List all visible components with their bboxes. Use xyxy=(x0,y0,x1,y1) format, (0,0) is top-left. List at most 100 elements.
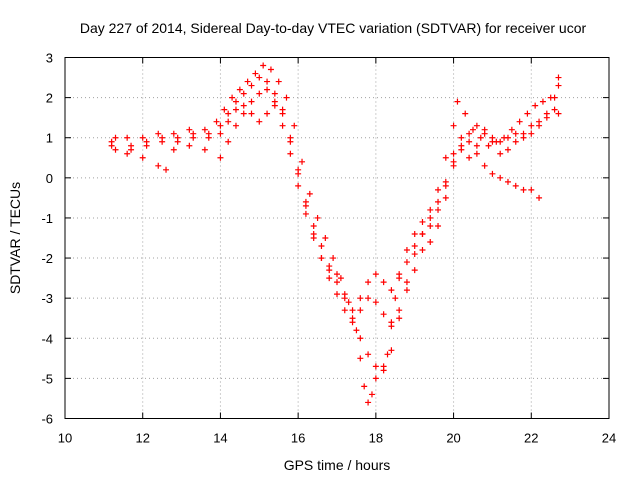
data-point xyxy=(225,110,232,117)
data-point xyxy=(318,255,325,262)
y-axis-label: SDTVAR / TECUs xyxy=(7,182,23,294)
data-point xyxy=(279,106,286,113)
data-point xyxy=(473,142,480,149)
data-point xyxy=(388,319,395,326)
data-point xyxy=(427,239,434,246)
data-point xyxy=(201,146,208,153)
data-point xyxy=(388,347,395,354)
data-point xyxy=(341,291,348,298)
data-point xyxy=(345,299,352,306)
data-point xyxy=(504,134,511,141)
data-point xyxy=(384,351,391,358)
data-point xyxy=(419,230,426,237)
data-point xyxy=(528,130,535,137)
data-point xyxy=(458,134,465,141)
data-point xyxy=(485,142,492,149)
data-point xyxy=(163,166,170,173)
data-point xyxy=(372,375,379,382)
data-point xyxy=(236,86,243,93)
data-point xyxy=(411,243,418,250)
data-point xyxy=(174,134,181,141)
data-point xyxy=(225,138,232,145)
chart-grid xyxy=(65,57,609,419)
data-point xyxy=(435,198,442,205)
data-point xyxy=(361,383,368,390)
data-point xyxy=(271,98,278,105)
data-point xyxy=(403,259,410,266)
data-point xyxy=(504,178,511,185)
data-point xyxy=(322,235,329,241)
data-point xyxy=(497,150,504,157)
data-point xyxy=(201,126,208,133)
data-point xyxy=(295,182,302,189)
data-point xyxy=(450,150,457,157)
data-point xyxy=(283,94,290,101)
data-point xyxy=(551,106,558,113)
data-point xyxy=(267,66,274,73)
y-tick-label: 1 xyxy=(46,131,53,146)
data-point xyxy=(240,102,247,109)
data-point xyxy=(481,162,488,169)
data-point xyxy=(555,110,562,117)
data-point xyxy=(186,126,193,133)
data-point xyxy=(470,126,476,133)
data-point xyxy=(473,150,480,157)
data-point xyxy=(291,122,298,129)
data-point xyxy=(454,98,461,105)
data-point xyxy=(380,279,387,286)
data-point xyxy=(264,78,271,85)
data-point xyxy=(143,138,150,145)
data-point xyxy=(275,78,282,85)
data-point xyxy=(520,134,527,141)
data-point xyxy=(504,146,511,153)
x-tick-label: 18 xyxy=(369,431,383,446)
data-point xyxy=(555,74,562,81)
y-tick-label: -4 xyxy=(41,331,53,346)
data-point xyxy=(248,110,255,117)
data-point xyxy=(427,222,434,229)
x-tick-label: 10 xyxy=(58,431,72,446)
data-point xyxy=(489,170,496,177)
x-tick-label: 24 xyxy=(602,431,616,446)
data-point xyxy=(139,134,146,141)
data-point xyxy=(337,275,344,282)
data-point xyxy=(287,150,294,157)
data-point xyxy=(357,335,364,342)
data-point xyxy=(306,190,313,197)
y-tick-label: 0 xyxy=(46,171,53,186)
data-point xyxy=(264,86,271,93)
data-point xyxy=(334,271,340,278)
data-point xyxy=(124,150,131,157)
data-point xyxy=(516,118,523,125)
data-point xyxy=(232,106,239,113)
data-point xyxy=(368,391,375,398)
data-point xyxy=(302,202,309,209)
data-point xyxy=(318,243,325,250)
data-point xyxy=(357,307,364,314)
data-point xyxy=(481,130,488,137)
data-point xyxy=(349,319,356,326)
data-point xyxy=(380,311,387,318)
y-tick-label: -2 xyxy=(41,251,53,266)
data-point xyxy=(466,154,473,161)
data-point xyxy=(260,62,267,69)
y-tick-label: -5 xyxy=(41,371,53,386)
data-point xyxy=(555,82,562,89)
data-point xyxy=(128,142,135,149)
data-point xyxy=(365,351,372,358)
data-point xyxy=(271,90,278,97)
data-point xyxy=(372,271,379,278)
data-point xyxy=(411,230,418,237)
data-point xyxy=(217,130,224,137)
data-point xyxy=(477,134,484,141)
data-point xyxy=(240,110,247,117)
data-point xyxy=(314,214,321,221)
data-point xyxy=(232,98,239,105)
data-point xyxy=(124,134,131,141)
data-point xyxy=(528,122,535,129)
chart-ticks xyxy=(64,57,610,419)
y-tick-label: -6 xyxy=(41,412,53,427)
data-point xyxy=(295,166,302,173)
data-point xyxy=(508,126,515,133)
